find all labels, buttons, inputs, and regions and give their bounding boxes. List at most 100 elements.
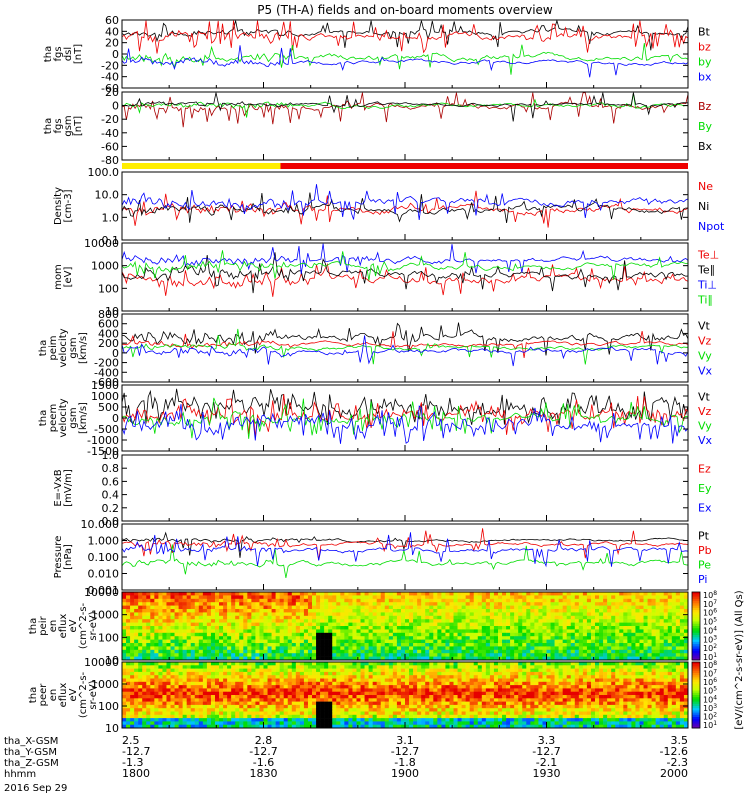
panel-frame bbox=[121, 19, 689, 89]
y-tick-label: 40 bbox=[105, 25, 119, 38]
series-line-peim-velocity-0 bbox=[121, 322, 689, 356]
colorbar-cell bbox=[692, 612, 700, 616]
colorbar-cell bbox=[692, 714, 700, 718]
time-axis-row-label: tha_X-GSM bbox=[4, 736, 58, 747]
time-axis-date: 2016 Sep 29 bbox=[4, 783, 67, 794]
legend-entry-peem-velocity-1: Vz bbox=[698, 405, 712, 418]
colorbar-cell bbox=[692, 710, 700, 714]
y-label-line: eV bbox=[68, 619, 79, 632]
colorbar-tick-label: 103 bbox=[703, 703, 717, 713]
y-label-line: peir bbox=[38, 615, 49, 635]
colorbar-cell bbox=[692, 703, 700, 707]
time-axis-row-label: tha_Z-GSM bbox=[4, 758, 59, 769]
y-tick-label: 10 bbox=[105, 305, 119, 318]
series-line-peem-velocity-2 bbox=[121, 397, 689, 439]
legend-entry-efield-0: Ez bbox=[698, 463, 711, 476]
series-line-fgs-dsl-3 bbox=[121, 45, 689, 78]
time-axis-value: -2.1 bbox=[536, 756, 557, 769]
spectrogram-peer bbox=[122, 662, 689, 729]
series-line-peim-velocity-3 bbox=[121, 335, 689, 367]
colorbar-cell bbox=[692, 706, 700, 709]
colorbar-cell bbox=[692, 601, 700, 604]
legend-entry-fgs-dsl-1: bz bbox=[698, 41, 711, 54]
y-tick-label: 100 bbox=[98, 700, 119, 713]
colorbar-cell bbox=[692, 646, 700, 650]
y-label-line: tha bbox=[43, 46, 54, 62]
y-axis-label: tha peir en eflux eV (cm^2-s-sr-eV) bbox=[28, 602, 99, 649]
y-tick-label: 0 bbox=[112, 347, 119, 360]
mode-bar-segment-1 bbox=[280, 163, 688, 169]
y-tick-label: 100 bbox=[98, 282, 119, 295]
legend-entry-pressure-3: Pi bbox=[698, 573, 707, 586]
legend-entry-fgs-gsm-1: By bbox=[698, 120, 713, 133]
colorbar-cell bbox=[692, 695, 700, 698]
y-tick-label: -40 bbox=[101, 127, 119, 140]
legend-entry-peem-velocity-2: Vy bbox=[698, 419, 712, 432]
y-label-line: velocity bbox=[58, 398, 69, 437]
y-label-line: sr-eV) bbox=[88, 611, 99, 640]
time-axis-value: -1.3 bbox=[122, 756, 143, 769]
panel-peir: 10000 1000 100 10 tha peir en eflux eV (cm^2-s-sr… bbox=[28, 586, 689, 667]
colorbar-cell bbox=[692, 641, 700, 645]
y-tick-label: -1000 bbox=[87, 434, 119, 447]
y-tick-label: 0.2 bbox=[102, 502, 120, 515]
y-tick-label: 0.100 bbox=[88, 551, 120, 564]
y-label-line: [nT] bbox=[73, 116, 84, 136]
y-tick-label: 500 bbox=[98, 401, 119, 414]
series-line-peem-velocity-3 bbox=[121, 404, 689, 444]
legend-entry-density-0: Ne bbox=[698, 180, 713, 193]
y-axis-label: tha peem velocity gsm [km/s] bbox=[38, 398, 89, 437]
legend-entry-fgs-dsl-2: by bbox=[698, 56, 712, 69]
colorbar-cell bbox=[692, 701, 700, 705]
colorbar-tick-label: 105 bbox=[703, 686, 717, 696]
y-axis-label: tha peer en eflux eV (cm^2-s-sr-eV) bbox=[28, 671, 99, 718]
colorbar-frame bbox=[691, 591, 701, 661]
y-tick-label: -1500 bbox=[87, 445, 119, 458]
y-tick-label: 10.000 bbox=[81, 518, 120, 531]
y-tick-label: 400 bbox=[98, 327, 119, 340]
legend-entry-temperature-1: Te∥ bbox=[697, 264, 715, 277]
y-tick-label: 200 bbox=[98, 337, 119, 350]
colorbar-cell bbox=[692, 686, 700, 689]
y-tick-label: 10 bbox=[105, 654, 119, 667]
panel-temperature: 10000 1000 100 10 mom [eV] Te⊥ Te∥ Ti⊥ Ti∥ bbox=[53, 237, 719, 318]
y-label-line: Pressure bbox=[53, 536, 64, 579]
y-label-line: en bbox=[48, 620, 59, 633]
legend-entry-peim-velocity-2: Vy bbox=[698, 350, 712, 363]
y-tick-label: 0.8 bbox=[102, 462, 120, 475]
y-tick-label: 0.4 bbox=[102, 489, 120, 502]
panel-frame bbox=[121, 242, 689, 312]
colorbar-cell bbox=[692, 594, 700, 598]
y-label-line: dsl bbox=[63, 47, 74, 61]
colorbar-tick-label: 108 bbox=[703, 660, 717, 670]
series-line-fgs-dsl-1 bbox=[121, 20, 689, 54]
series-line-temperature-3 bbox=[121, 250, 689, 281]
y-tick-label: -60 bbox=[101, 140, 119, 153]
legend-entry-fgs-gsm-0: Bz bbox=[698, 100, 712, 113]
colorbar-cell bbox=[692, 621, 700, 625]
y-tick-label: 1.0 bbox=[102, 449, 120, 462]
colorbar-cell bbox=[692, 603, 700, 607]
legend-entry-density-2: Npot bbox=[698, 220, 725, 233]
y-label-line: eflux bbox=[58, 683, 69, 708]
time-axis-value: -1.8 bbox=[394, 756, 415, 769]
series-line-pressure-3 bbox=[121, 532, 689, 568]
series-line-peim-velocity-2 bbox=[121, 328, 688, 365]
time-axis-value: -12.7 bbox=[249, 745, 277, 758]
y-label-line: tha bbox=[38, 410, 49, 426]
y-label-line: tha bbox=[28, 687, 39, 703]
y-tick-label: 0.0 bbox=[102, 515, 120, 528]
series-line-temperature-1 bbox=[121, 252, 689, 294]
y-tick-label: 0.6 bbox=[102, 475, 120, 488]
y-label-line: en bbox=[48, 689, 59, 702]
legend-entry-pressure-2: Pe bbox=[698, 558, 711, 571]
time-axis-value: -12.7 bbox=[391, 745, 419, 758]
y-label-line: tha bbox=[38, 340, 49, 356]
colorbar-cell bbox=[692, 690, 700, 694]
y-label-line: velocity bbox=[58, 328, 69, 367]
colorbar-tick-label: 106 bbox=[703, 608, 717, 618]
